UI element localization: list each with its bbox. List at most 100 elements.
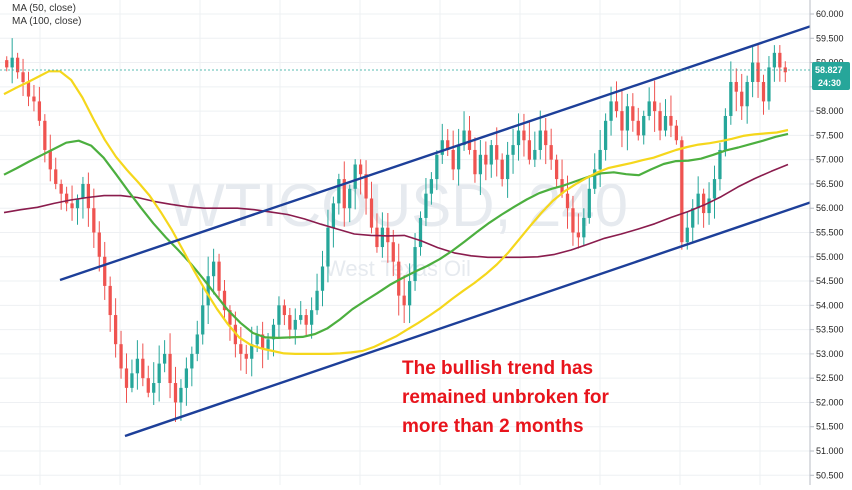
candle-body <box>271 324 276 340</box>
candle <box>386 213 390 263</box>
candle <box>141 343 145 387</box>
candle-body <box>5 60 9 68</box>
channel-lower-line[interactable] <box>124 191 839 438</box>
candle <box>113 298 118 358</box>
candle-body <box>587 188 591 218</box>
candle-body <box>462 130 466 146</box>
axis-tick-label: 53.500 <box>816 325 844 335</box>
candle-body <box>734 81 738 92</box>
candle <box>342 161 346 227</box>
candle-body <box>108 285 112 316</box>
candle <box>603 113 608 161</box>
candle <box>293 308 297 345</box>
candle-body <box>397 261 401 296</box>
candle <box>54 157 58 190</box>
ma-line-50[interactable] <box>3 70 789 355</box>
ma-line-100[interactable] <box>3 132 789 339</box>
candle <box>647 87 651 121</box>
legend: MA (50, close) MA (100, close) <box>12 3 81 27</box>
axis-tick-label: 51.000 <box>816 446 844 456</box>
candle-body <box>239 344 243 354</box>
candle-body <box>250 344 254 359</box>
candle <box>756 44 760 98</box>
candle <box>299 301 303 325</box>
candle-body <box>331 203 336 228</box>
annotation-line-2: remained unbroken for <box>402 387 610 408</box>
candle-body <box>527 140 532 160</box>
candle <box>369 181 374 234</box>
candle-body <box>157 363 161 384</box>
candle-body <box>750 62 755 82</box>
candle-body <box>614 101 619 112</box>
candle <box>130 359 134 393</box>
candle <box>413 233 417 291</box>
candle-body <box>162 353 167 364</box>
candle <box>48 134 52 182</box>
candle-body <box>173 383 178 403</box>
candle <box>473 137 477 183</box>
candle-body <box>48 149 52 170</box>
candle-body <box>712 179 717 199</box>
candle <box>103 241 107 300</box>
candle <box>250 326 254 377</box>
axis-tick-label: 57.500 <box>816 130 844 140</box>
candle <box>495 127 499 177</box>
candle <box>505 141 510 198</box>
candle-body <box>767 67 771 102</box>
axis-tick-label: 54.000 <box>816 300 844 310</box>
candle-body <box>435 154 439 180</box>
candle-body <box>516 130 521 146</box>
candle-body <box>603 120 608 150</box>
candle-body <box>484 154 488 165</box>
candle-body <box>386 227 390 243</box>
candle-body <box>135 358 140 374</box>
candle-body <box>440 140 444 155</box>
candle-body <box>255 334 259 345</box>
candle <box>320 250 325 307</box>
candle-body <box>505 154 510 180</box>
candle <box>70 185 74 221</box>
candle-body <box>32 96 36 102</box>
candle <box>124 353 129 403</box>
candle-body <box>740 91 744 107</box>
candle-body <box>141 358 145 379</box>
legend-ma50[interactable]: MA (50, close) <box>12 3 76 14</box>
legend-ma100[interactable]: MA (100, close) <box>12 16 81 27</box>
candle <box>337 173 341 215</box>
candle-body <box>103 256 107 286</box>
candle-body <box>75 198 80 209</box>
axis-tick-label: 57.000 <box>816 155 844 165</box>
candle <box>652 80 657 132</box>
trend-channel <box>59 19 839 438</box>
candle-body <box>43 120 47 150</box>
candle <box>162 340 167 373</box>
candle <box>282 299 287 326</box>
candle <box>201 284 205 345</box>
axis-tick-label: 55.000 <box>816 252 844 262</box>
axis-tick-label: 54.500 <box>816 276 844 286</box>
candle-body <box>582 217 586 238</box>
candle <box>26 71 31 107</box>
candle <box>375 213 379 253</box>
channel-upper-line[interactable] <box>59 19 827 282</box>
candle-body <box>64 193 69 204</box>
candle-body <box>413 247 417 282</box>
candle-body <box>26 81 31 97</box>
candle <box>663 99 668 137</box>
axis-tick-label: 56.500 <box>816 179 844 189</box>
candle-body <box>544 130 548 146</box>
axis-tick-label: 52.000 <box>816 397 844 407</box>
candle-body <box>598 149 602 170</box>
ma-line-200[interactable] <box>3 163 789 259</box>
candle <box>456 128 461 186</box>
candle <box>135 340 140 390</box>
axis-tick-label: 52.500 <box>816 373 844 383</box>
candle-body <box>353 164 357 189</box>
candle-body <box>636 120 640 136</box>
candle <box>484 141 488 181</box>
candle-body <box>70 203 74 209</box>
candle <box>391 229 395 277</box>
candle-body <box>342 179 346 209</box>
candle <box>767 56 771 110</box>
